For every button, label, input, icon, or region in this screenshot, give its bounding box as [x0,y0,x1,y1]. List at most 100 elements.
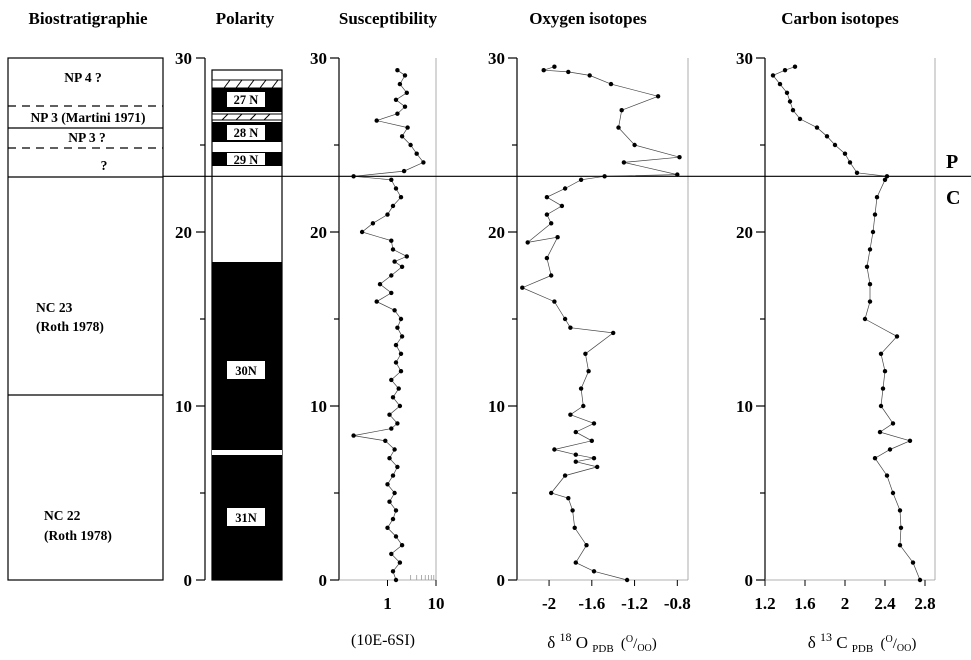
carbon-data-point [874,195,880,200]
susceptibility-data-point [401,168,407,174]
susceptibility-data-point [399,134,405,139]
carbon-data-point [878,403,884,409]
oxygen-data-point [562,473,568,478]
susceptibility-data-point [421,160,426,165]
susceptibility-data-point [404,254,409,259]
carbon-data-point [897,508,903,513]
biozone-sublabel: (Roth 1978) [44,528,112,543]
susceptibility-data-point [389,290,394,296]
susceptibility-data-point [385,482,390,487]
susceptibility-data-point [398,195,404,200]
chron-label-box [227,361,265,379]
susceptibility-data-point [404,90,409,96]
susceptibility-data-point [390,473,396,478]
oxygen-data-point [570,508,575,513]
biozone-label: NC 23 [36,300,73,315]
susceptibility-data-point [385,525,390,530]
oxygen-data-point [595,464,600,470]
oxygen-data-point [552,64,557,69]
susceptibility-data-point [395,464,400,470]
susceptibility-data-point [389,177,394,182]
biozone-label: NP 3 (Martini 1971) [30,110,145,125]
susceptibility-data-point [398,316,404,322]
header-oxygen-isotopes: Oxygen isotopes [529,9,647,28]
oxygen-data-point [573,560,578,565]
susceptibility-data-point [399,334,405,339]
susceptibility-data-point [370,221,376,226]
oxygen-data-point [583,351,588,356]
oxygen-data-point [544,255,550,261]
susceptibility-data-point [390,247,396,252]
depth-tick-label: 0 [184,571,193,590]
susceptibility-data-point [393,508,399,513]
chron-label: 29 N [234,153,259,167]
oxygen-data-point [549,490,554,496]
oxygen-data-point [549,273,554,278]
oxygen-data-point [544,212,550,217]
carbon-data-point [890,490,896,496]
susceptibility-data-point [389,273,394,278]
susceptibility-data-point [385,212,390,217]
oxygen-data-point [555,235,560,240]
x-tick-label: -1.2 [621,594,648,613]
carbon-data-point [877,429,883,435]
depth-tick-label: 30 [175,49,192,68]
oxygen-data-point [552,299,557,304]
oxygen-data-point [568,412,573,417]
oxygen-data-point [581,403,586,409]
susceptibility-data-point [389,551,394,557]
susceptibility-data-point [392,490,397,496]
susceptibility-series-line [353,69,424,581]
carbon-data-point [770,73,776,78]
susceptibility-data-point [390,569,396,574]
oxygen-data-point [573,429,578,435]
oxygen-data-point [552,447,557,452]
oxygen-data-point [572,525,577,530]
x-tick-label: 2 [841,594,850,613]
oxygen-data-point [591,421,597,426]
carbon-data-point [882,177,888,182]
susceptibility-data-point [397,560,403,565]
x-tick-label: 1.2 [754,594,775,613]
susceptibility-data-point [393,342,399,348]
susceptibility-data-point [389,238,394,243]
carbon-data-point [872,212,878,217]
carbon-data-point [910,560,916,565]
oxygen-data-point [525,240,530,245]
biozone-label: NP 4 ? [64,70,102,85]
polarity-normal-block [212,262,282,580]
carbon-data-point [884,473,890,478]
oxygen-data-point [611,330,616,336]
susceptibility-panel: 0 10 20 30 1 10 [310,49,445,613]
carbon-data-point [878,351,884,356]
susceptibility-data-point [408,142,413,148]
susceptibility-data-point [390,203,396,209]
chron-label: 28 N [234,126,259,140]
oxygen-data-point [624,577,630,583]
carbon-data-point [867,299,873,304]
oxygen-data-point [549,221,554,226]
x-tick-label: -0.8 [664,594,691,613]
susceptibility-data-point [389,426,394,431]
oxygen-isotopes-panel: 0 10 20 30 -2 -1.6 -1.2 -0.8 [488,49,691,613]
depth-tick-label: 30 [488,49,505,68]
carbon-series-line [772,66,921,581]
depth-tick-label: 10 [488,397,505,416]
susceptibility-data-point [397,81,403,87]
oxygen-data-point [573,459,578,464]
oxygen-data-point [573,452,578,457]
susceptibility-data-point [393,577,399,583]
chron-label-box [227,153,265,165]
carbon-data-point [898,525,904,530]
boundary-label-upper: P [946,151,958,173]
depth-tick-label: 30 [310,49,327,68]
depth-tick-label: 20 [175,223,192,242]
susceptibility-data-point [405,125,410,130]
carbon-data-point [824,134,830,139]
susceptibility-data-point [377,282,383,287]
carbon-data-point [847,160,853,165]
x-tick-label: -2 [542,594,556,613]
carbon-data-point [787,99,793,104]
x-tick-label: -1.6 [578,594,605,613]
x-tick-label: 2.8 [914,594,935,613]
